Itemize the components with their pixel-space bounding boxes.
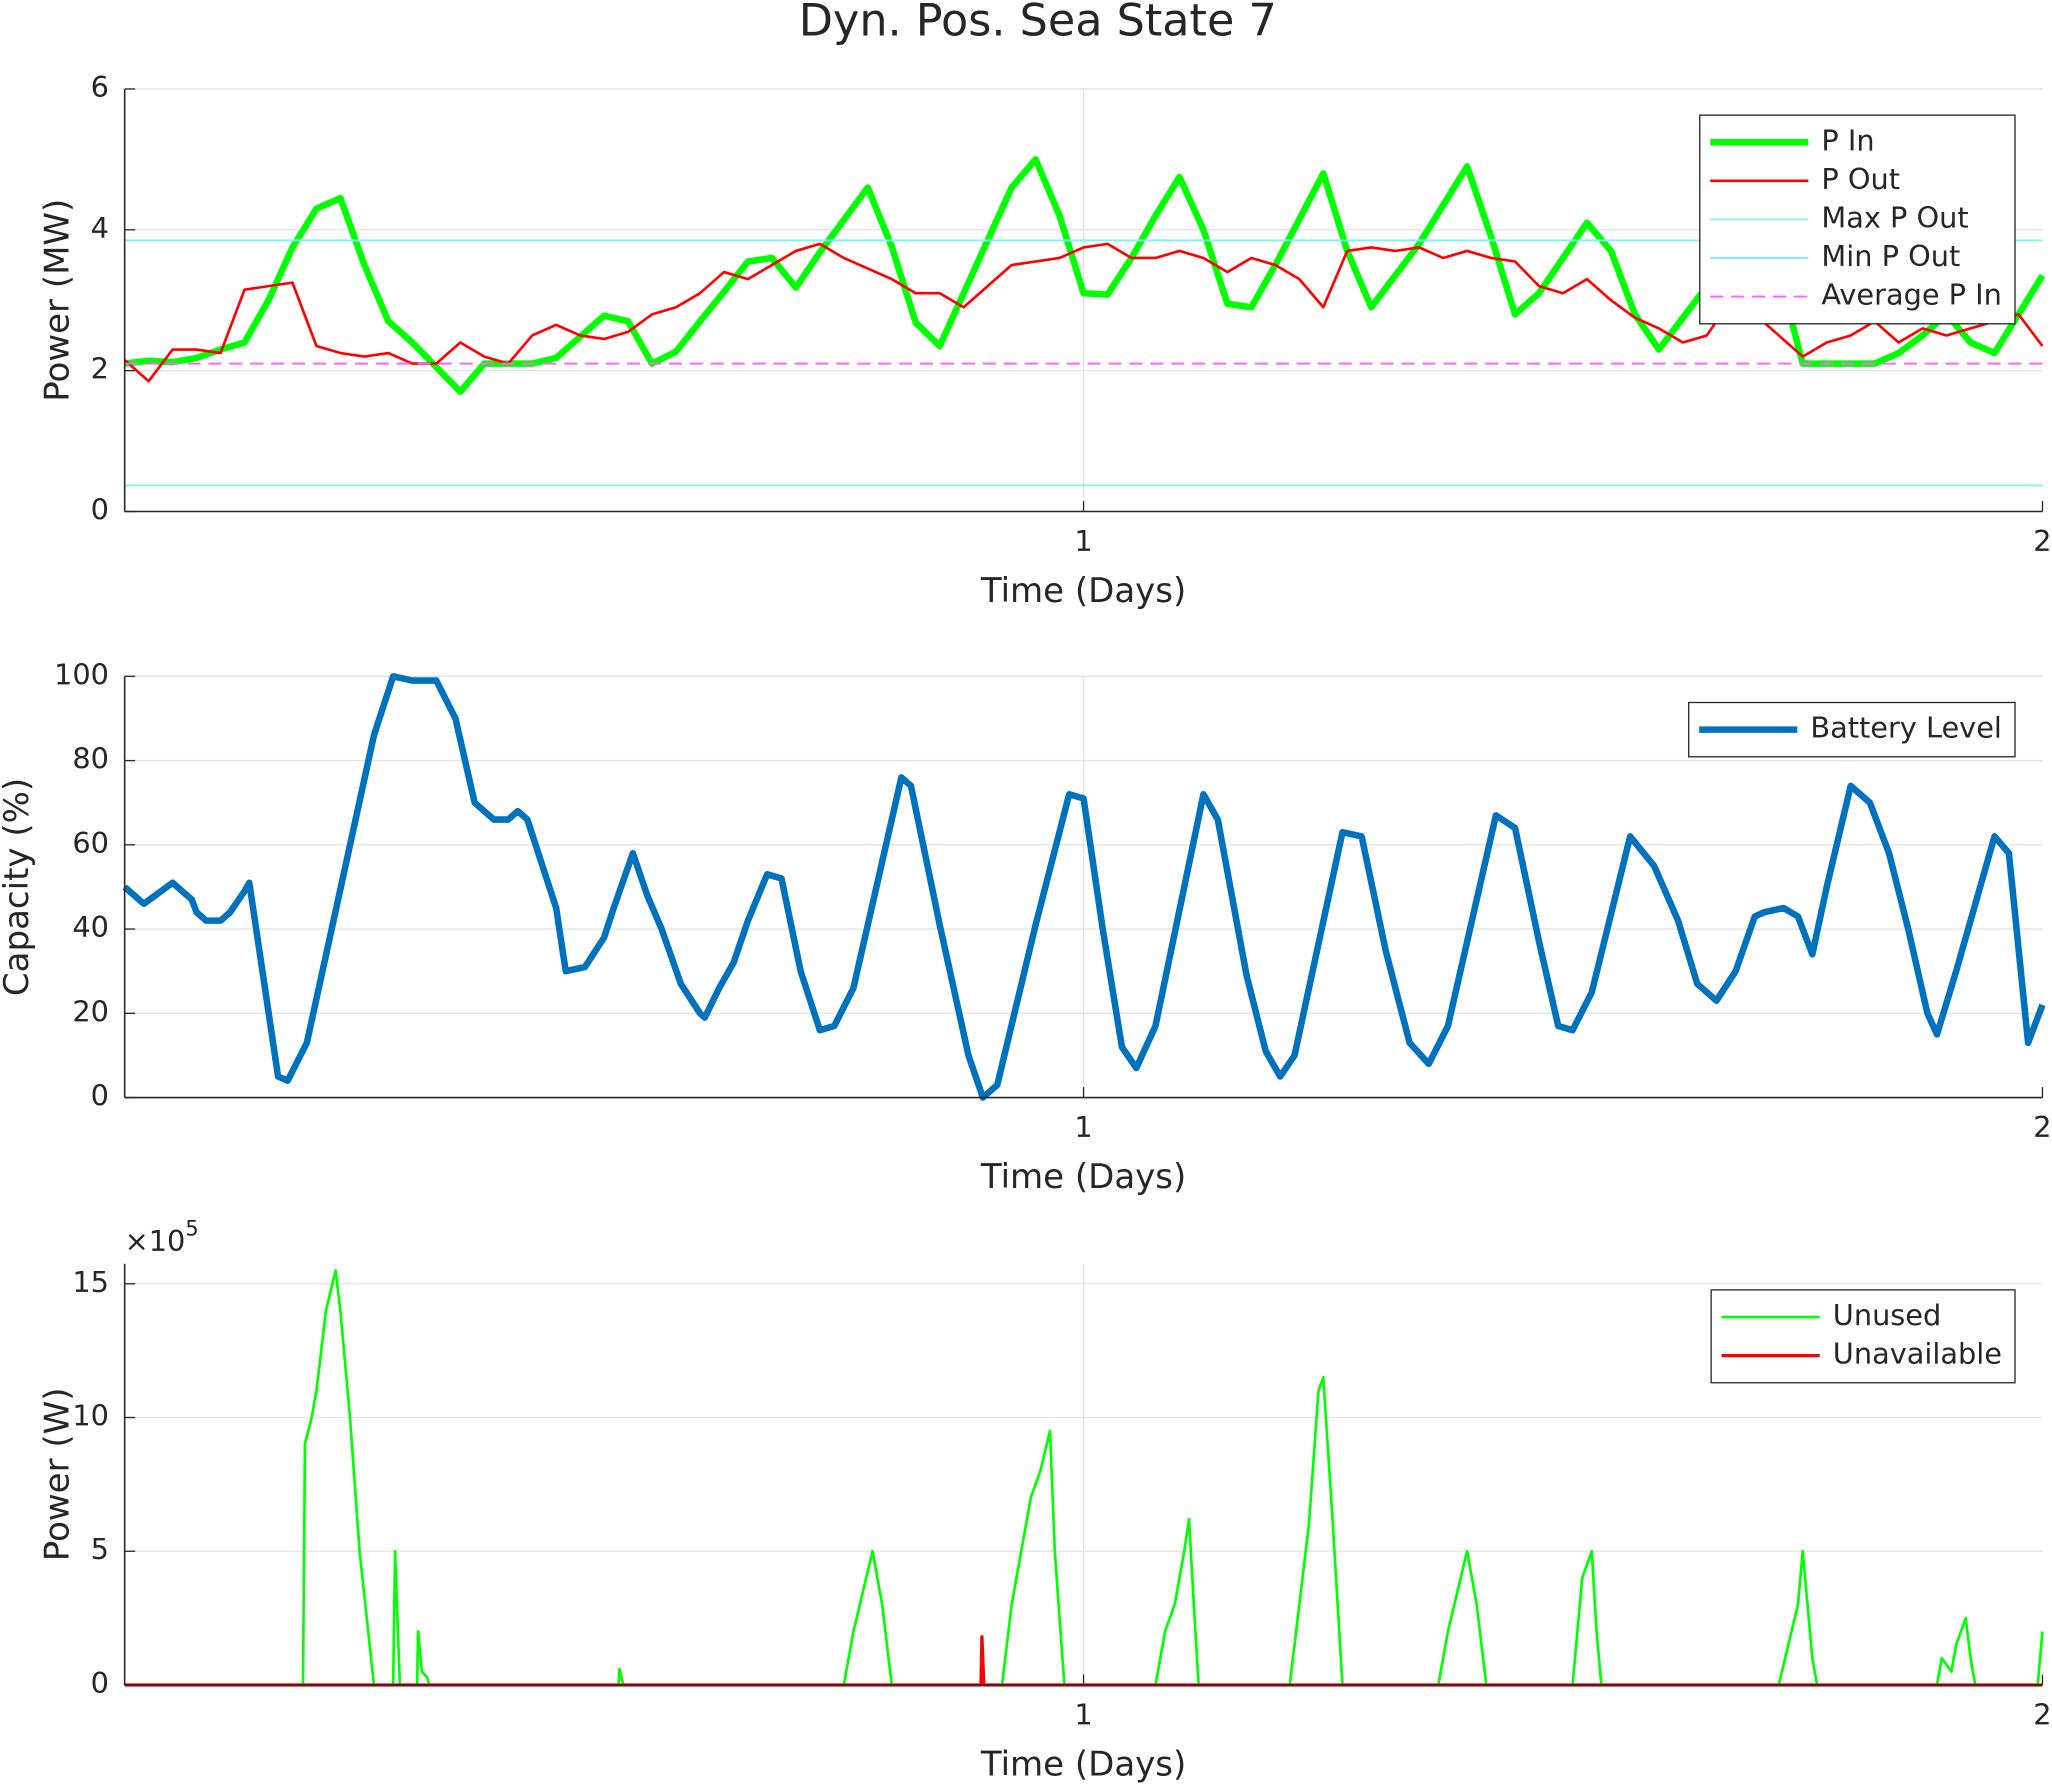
- y-tick-label: 2: [91, 352, 109, 386]
- y-multiplier-base: ×10: [125, 1224, 186, 1258]
- y-multiplier: ×105: [125, 1217, 199, 1258]
- chart-title: Dyn. Pos. Sea State 7: [799, 0, 1277, 47]
- legend-label: Unavailable: [1833, 1337, 2002, 1371]
- x-axis-label: Time (Days): [980, 1157, 1186, 1197]
- legend-label: Max P Out: [1821, 200, 1968, 234]
- x-tick-label: 1: [1074, 524, 1092, 558]
- legend: Battery Level: [1688, 701, 2016, 758]
- x-tick-label: 2: [2033, 524, 2051, 558]
- legend-label: Battery Level: [1810, 711, 2002, 745]
- y-tick-label: 5: [91, 1532, 109, 1566]
- y-tick-label: 6: [91, 70, 109, 104]
- y-tick-label: 4: [91, 211, 109, 245]
- x-tick-label: 2: [2033, 1110, 2051, 1144]
- y-tick-label: 80: [72, 742, 109, 776]
- data-line: [124, 1269, 2044, 1687]
- legend-label: P Out: [1821, 162, 1900, 196]
- x-axis-label: Time (Days): [980, 1745, 1186, 1785]
- y-tick-label: 0: [91, 493, 109, 527]
- y-tick-label: 15: [72, 1265, 109, 1299]
- legend: P In P Out Max P Out Min P Out Average P In: [1699, 114, 2016, 325]
- data-line: [122, 673, 2046, 1101]
- y-tick-label: 60: [72, 826, 109, 860]
- x-tick-label: 2: [2033, 1697, 2051, 1731]
- y-axis-label: Capacity (%): [0, 778, 37, 996]
- legend-box: [1710, 1289, 2016, 1384]
- y-tick-label: 10: [72, 1399, 109, 1433]
- x-tick-label: 1: [1074, 1697, 1092, 1731]
- legend: Unused Unavailable: [1710, 1289, 2016, 1384]
- legend-label: Average P In: [1821, 278, 2001, 312]
- y-axis-label: Power (W): [38, 1387, 78, 1561]
- y-tick-label: 0: [91, 1079, 109, 1113]
- y-multiplier-exponent: 5: [185, 1217, 198, 1241]
- x-tick-label: 1: [1074, 1110, 1092, 1144]
- legend-label: P In: [1821, 123, 1874, 157]
- legend-label: Min P Out: [1821, 239, 1960, 273]
- x-axis-label: Time (Days): [980, 571, 1186, 611]
- legend-label: Unused: [1833, 1298, 1941, 1332]
- y-tick-label: 100: [54, 657, 109, 691]
- y-tick-label: 40: [72, 910, 109, 944]
- y-tick-label: 0: [91, 1666, 109, 1700]
- y-tick-label: 20: [72, 994, 109, 1028]
- y-axis-label: Power (MW): [38, 199, 78, 402]
